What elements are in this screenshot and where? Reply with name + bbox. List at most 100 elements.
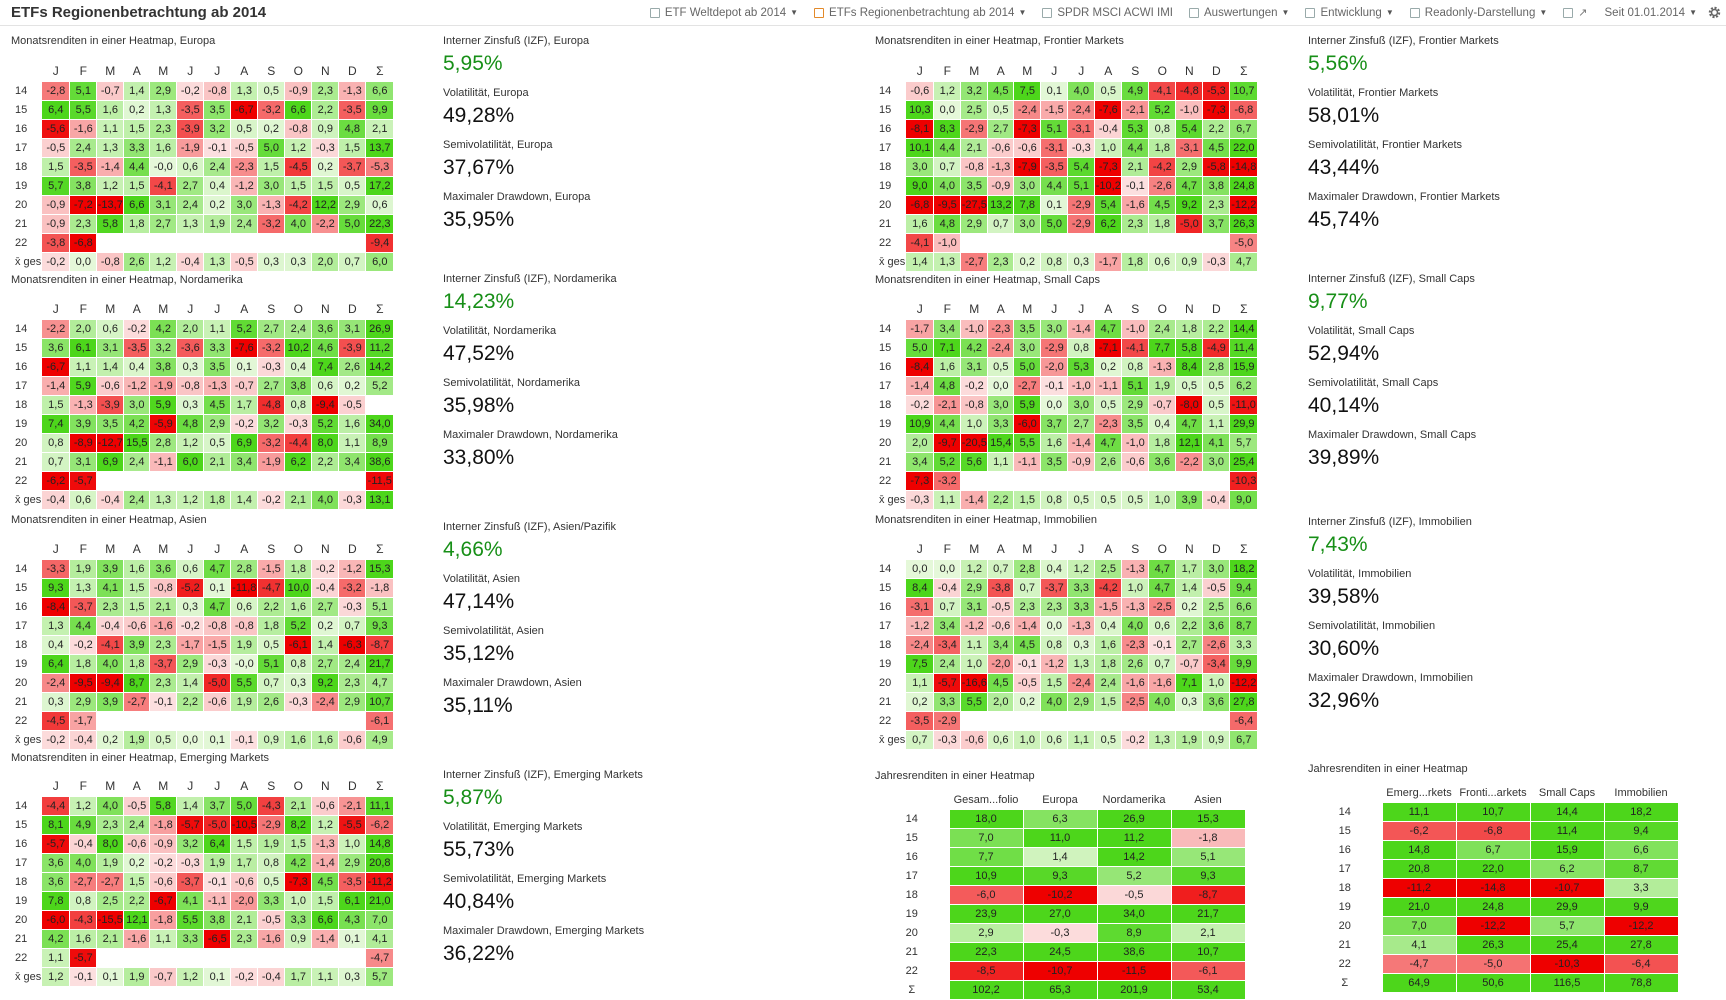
- heatmap-cell: 2,8: [230, 558, 259, 579]
- heatmap-cell: [1040, 710, 1069, 731]
- heatmap-cell: 3,6: [41, 337, 71, 358]
- heatmap-cell: 0,8: [1148, 118, 1177, 139]
- heatmap-cell: [1175, 470, 1204, 491]
- heatmap-cell: 4,7: [1094, 318, 1123, 339]
- heatmap-cell: 2,2: [1202, 118, 1231, 139]
- heatmap-cell: 3,0: [987, 394, 1015, 415]
- heatmap-cell: 2,1: [203, 451, 232, 472]
- month-header: S: [1131, 302, 1140, 317]
- view-mode-menu[interactable]: Readonly-Darstellung ▼: [1409, 7, 1547, 19]
- heatmap-cell: 1,4: [176, 672, 205, 693]
- heatmap-cell: 4,4: [933, 137, 962, 158]
- heatmap-cell: 1,8: [69, 653, 98, 674]
- heatmap-cell: 1,5: [338, 137, 367, 158]
- heatmap-cell: 2,3: [338, 672, 367, 693]
- heatmap-cell: 3,3: [123, 137, 151, 158]
- year-label: 14: [11, 319, 42, 338]
- yearly-cell: 5,2: [1096, 865, 1172, 886]
- heatmap-cell: [1202, 232, 1231, 253]
- heatmap-cell: 5,9: [149, 394, 178, 415]
- heatmap-cell: 0,6: [230, 596, 259, 617]
- heatmap-cell: 5,0: [1040, 213, 1069, 234]
- heatmap-cell: -4,1: [1148, 80, 1177, 101]
- month-header: J: [1051, 542, 1058, 557]
- heatmap-cell: -0,4: [176, 251, 205, 272]
- heatmap-cell: 5,9: [1013, 394, 1042, 415]
- year-label: 21: [875, 942, 949, 961]
- heatmap-cell: 4,7: [1229, 251, 1259, 272]
- heatmap-cell: 2,9: [960, 577, 989, 598]
- heatmap-cell: -6,1: [284, 634, 313, 655]
- heatmap-cell: -12,7: [96, 432, 125, 453]
- heatmap-cell: 2,6: [1094, 451, 1123, 472]
- heatmap-cell: 4,7: [1094, 432, 1123, 453]
- heatmap-cell: -0,2: [960, 375, 989, 396]
- year-label: 22: [1308, 954, 1382, 973]
- heatmap-cell: -7,9: [1013, 156, 1042, 177]
- heatmap-cell: 1,6: [284, 596, 313, 617]
- yearly-cell: 38,6: [1096, 941, 1172, 962]
- heatmap-cell: 2,4: [123, 451, 151, 472]
- heatmap-cell: 0,7: [1013, 577, 1042, 598]
- heatmap-row: 17 1,3 4,4 -0,4 -0,6 -1,6 -0,2 -0,8 -0,8 1,8 5,2 0,…: [11, 615, 395, 636]
- yearly-cell: 27,0: [1022, 903, 1098, 924]
- heatmap-cell: -1,0: [933, 232, 962, 253]
- heatmap-cell: -3,5: [338, 871, 367, 892]
- gear-icon[interactable]: [1707, 5, 1722, 20]
- year-label: 15: [875, 828, 949, 847]
- heatmap-cell: 1,0: [960, 413, 989, 434]
- export-button[interactable]: ↗: [1563, 6, 1588, 19]
- evaluations-menu[interactable]: Auswertungen ▼: [1189, 7, 1289, 19]
- heatmap-cell: 2,6: [338, 356, 367, 377]
- portfolio-selector[interactable]: ETF Weltdepot ab 2014 ▼: [649, 7, 798, 19]
- heatmap-cell: 5,8: [96, 213, 125, 234]
- kpi-block-europa: Interner Zinsfuß (IZF), Europa 5,95% Volat…: [443, 33, 693, 241]
- heatmap-cell: -7,3: [905, 470, 935, 491]
- security-selector[interactable]: SPDR MSCI ACWI IMI: [1042, 7, 1173, 19]
- development-menu[interactable]: Entwicklung ▼: [1305, 7, 1394, 19]
- heatmap-cell: 5,7: [41, 175, 71, 196]
- heatmap-cell: 0,2: [311, 615, 340, 636]
- heatmap-cell: 1,8: [203, 489, 232, 510]
- heatmap-cell: 5,7: [1229, 432, 1259, 453]
- heatmap-cell: 0,5: [1094, 729, 1123, 750]
- heatmap-cell: -4,2: [1094, 577, 1123, 598]
- heatmap-cell: -5,8: [1202, 156, 1231, 177]
- year-label: 18: [875, 635, 906, 654]
- heatmap-cell: -0,4: [933, 577, 962, 598]
- heatmap-cell: 6,6: [1229, 596, 1259, 617]
- kpi-block-immobilien: Interner Zinsfuß (IZF), Immobilien 7,43% V…: [1308, 514, 1558, 722]
- date-range-selector[interactable]: Seit 01.01.2014 ▼: [1605, 7, 1698, 19]
- heatmap-cell: -3,7: [338, 156, 367, 177]
- heatmap-cell: 0,8: [284, 394, 313, 415]
- heatmap-cell: -11,5: [365, 470, 395, 491]
- heatmap-cell: [284, 232, 313, 253]
- heatmap-cell: 0,5: [149, 729, 178, 750]
- heatmap-cell: -7,1: [1094, 337, 1123, 358]
- kpi-label: Volatilität, Small Caps: [1308, 325, 1415, 337]
- heatmap-cell: -6,7: [41, 356, 71, 377]
- heatmap-cell: 4,8: [338, 118, 367, 139]
- month-header: J: [187, 64, 194, 79]
- year-label: 22: [11, 233, 42, 252]
- heatmap-cell: 4,4: [933, 413, 962, 434]
- heatmap-cell: -1,7: [176, 634, 205, 655]
- heatmap-cell: 13,1: [365, 489, 395, 510]
- heatmap-row: 15 8,1 4,9 2,3 2,4 -1,8 -5,7 -5,0 -10,5 -2,9 8,2 1,…: [11, 814, 395, 835]
- heatmap-cell: 1,8: [1121, 251, 1150, 272]
- heatmap-cell: 9,3: [41, 577, 71, 598]
- year-label: 17: [11, 853, 42, 872]
- heatmap-cell: 9,2: [1175, 194, 1204, 215]
- heatmap-immobilien: J F M A M J J A S O N D Σ 14 0,0 0,0 1,2 0,7 2,8 0,4 1,2 2,5-…: [875, 540, 1259, 750]
- heatmap-cell: -1,9: [149, 375, 178, 396]
- heatmap-cell: 2,3: [1013, 596, 1042, 617]
- group-selector[interactable]: ETFs Regionenbetrachtung ab 2014 ▼: [814, 7, 1026, 19]
- heatmap-cell: 0,1: [96, 966, 125, 987]
- heatmap-cell: -1,4: [311, 928, 340, 949]
- heatmap-cell: 5,2: [311, 413, 340, 434]
- heatmap-cell: 0,9: [1202, 729, 1231, 750]
- heatmap-cell: 3,2: [149, 337, 178, 358]
- heatmap-cell: -0,3: [1067, 137, 1096, 158]
- heatmap-cell: -2,3: [987, 318, 1015, 339]
- yearly-cell: -6,2: [1381, 820, 1457, 841]
